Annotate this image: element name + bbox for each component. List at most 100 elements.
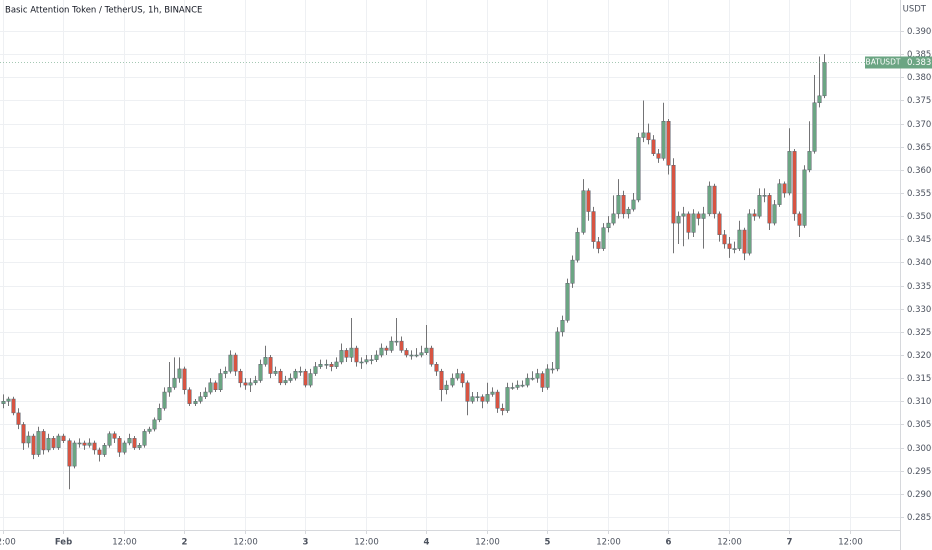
candle-body	[11, 398, 16, 414]
candle-body	[318, 364, 323, 367]
candle-body	[646, 132, 651, 141]
candle-body	[434, 364, 439, 372]
candle-body	[369, 359, 374, 361]
candle-body	[87, 442, 92, 446]
candle-body	[409, 354, 414, 357]
candle-body	[752, 213, 757, 217]
candle-body	[696, 213, 701, 219]
candle-body	[6, 398, 11, 402]
candle-body	[298, 370, 303, 373]
candle-body	[399, 340, 404, 351]
candle-body	[213, 382, 218, 390]
candle-body	[581, 190, 586, 233]
candle-body	[515, 384, 520, 388]
candle-body	[303, 370, 308, 386]
candle-body	[41, 431, 46, 451]
candle-body	[480, 396, 485, 402]
x-tick-label: 12:00	[838, 538, 863, 548]
candle-body	[142, 431, 147, 446]
candle-body	[570, 259, 575, 284]
candle-body	[611, 213, 616, 224]
candle-body	[686, 213, 691, 233]
candle-body	[812, 102, 817, 152]
x-tick-label: 12:00	[233, 538, 258, 548]
candle-body	[384, 347, 389, 351]
candle-body	[712, 185, 717, 215]
candle-body	[762, 195, 767, 197]
candle-body	[596, 241, 601, 249]
candle-body	[61, 435, 66, 441]
candle-body	[545, 368, 550, 388]
candle-body	[485, 394, 490, 402]
candle-body	[147, 428, 152, 432]
candle-body	[132, 438, 137, 448]
candle-body	[379, 347, 384, 356]
x-tick-label: 3	[303, 538, 309, 548]
candle-body	[177, 368, 182, 379]
candle-body	[535, 373, 540, 379]
candle-body	[465, 382, 470, 402]
candle-body	[46, 438, 51, 451]
candle-body	[268, 357, 273, 374]
candle-body	[737, 229, 742, 249]
candle-body	[193, 401, 198, 404]
candle-body	[21, 424, 26, 444]
candle-body	[127, 438, 132, 444]
candle-body	[606, 222, 611, 228]
candle-body	[621, 195, 626, 215]
candle-body	[505, 387, 510, 411]
candle-body	[460, 373, 465, 384]
candle-body	[97, 449, 102, 455]
candle-body	[172, 377, 177, 388]
candle-body	[666, 121, 671, 166]
candle-body	[334, 361, 339, 367]
candle-body	[293, 370, 298, 379]
candle-body	[324, 364, 329, 366]
candle-body	[258, 364, 263, 381]
candle-body	[308, 373, 313, 386]
candle-body	[424, 347, 429, 353]
candle-body	[354, 347, 359, 363]
candle-body	[530, 377, 535, 380]
candle-body	[550, 368, 555, 371]
candle-body	[364, 359, 369, 363]
candle-body	[339, 350, 344, 363]
candle-body	[626, 208, 631, 215]
candle-body	[777, 183, 782, 205]
candle-body	[344, 350, 349, 358]
candle-body	[772, 204, 777, 224]
candle-body	[228, 354, 233, 372]
candle-body	[560, 320, 565, 333]
candle-body	[787, 151, 792, 194]
candle-body	[575, 232, 580, 261]
candle-body	[389, 340, 394, 351]
candle-body	[591, 211, 596, 242]
x-tick-label: 12:00	[717, 538, 742, 548]
candle-body	[349, 347, 354, 358]
candle-body	[77, 442, 82, 445]
candle-body	[288, 377, 293, 381]
candle-body	[631, 199, 636, 210]
candle-body	[92, 442, 97, 451]
candle-body	[107, 433, 112, 446]
candle-body	[495, 391, 500, 409]
candle-body	[727, 243, 732, 249]
candle-body	[243, 382, 248, 386]
candle-body	[313, 366, 318, 374]
candle-body	[807, 151, 812, 171]
candle-body	[82, 442, 87, 446]
